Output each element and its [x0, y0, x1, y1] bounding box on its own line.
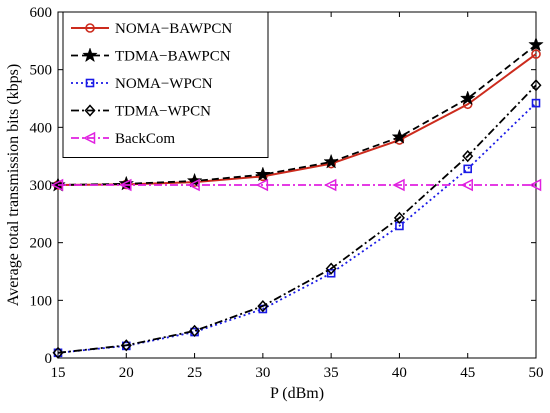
legend-entry: NOMA−BAWPCN: [71, 21, 232, 37]
legend-entry: TDMA−BAWPCN: [71, 47, 231, 65]
y-tick-label: 0: [45, 351, 53, 367]
data-point: [257, 299, 269, 313]
legend-label: BackCom: [115, 131, 175, 147]
data-point: [391, 128, 408, 144]
data-point: [119, 178, 132, 192]
data-point: [323, 178, 337, 192]
y-tick-label: 600: [30, 5, 53, 21]
x-tick-label: 20: [119, 365, 134, 381]
data-point: [186, 172, 203, 188]
series-layer: [50, 36, 544, 359]
legend-label: TDMA−BAWPCN: [115, 49, 231, 65]
data-point: [118, 175, 135, 191]
data-point: [392, 178, 405, 192]
y-tick-label: 200: [30, 236, 53, 252]
data-point: [531, 98, 541, 108]
data-point: [323, 153, 340, 169]
legend-label: TDMA−WPCN: [115, 104, 211, 120]
data-point: [462, 150, 474, 163]
y-tick-label: 400: [30, 120, 53, 136]
y-tick-label: 500: [30, 63, 53, 79]
series-line: [57, 44, 537, 186]
data-point: [460, 178, 473, 192]
x-tick-label: 15: [51, 365, 66, 381]
x-tick-label: 50: [529, 365, 544, 381]
legend-marker: [82, 47, 98, 63]
series-1: [50, 36, 544, 192]
data-point: [255, 178, 269, 192]
y-tick-label: 300: [30, 178, 53, 194]
data-point: [187, 178, 200, 192]
y-axis-label: Average total transmission bits (kbps): [5, 64, 22, 306]
legend-entry: NOMA−WPCN: [71, 76, 213, 92]
legend-marker: [85, 78, 95, 88]
legend-label: NOMA−BAWPCN: [115, 21, 232, 37]
series-line: [57, 84, 537, 354]
legend-marker: [84, 104, 96, 117]
data-point: [393, 211, 405, 224]
legend-label: NOMA−WPCN: [115, 76, 213, 92]
data-point: [326, 268, 336, 278]
x-tick-label: 30: [255, 365, 270, 381]
x-axis-label: P (dBm): [270, 385, 324, 402]
data-point: [531, 49, 541, 59]
y-tick-label: 100: [30, 293, 53, 309]
legend-box: [62, 11, 269, 158]
series-3: [52, 79, 542, 359]
data-point: [528, 36, 544, 52]
data-point: [463, 164, 473, 174]
x-tick-label: 40: [392, 365, 407, 381]
x-tick-label: 25: [187, 365, 202, 381]
data-point: [528, 178, 542, 192]
legend-marker: [82, 131, 96, 145]
data-point: [50, 178, 64, 192]
legend-entry: BackCom: [71, 131, 175, 147]
series-4: [50, 178, 542, 192]
data-point: [52, 346, 64, 359]
data-point: [530, 79, 542, 92]
x-tick-label: 35: [324, 365, 339, 381]
data-point: [254, 166, 271, 182]
legend-entry: TDMA−WPCN: [71, 104, 211, 120]
legend: NOMA−BAWPCN TDMA−BAWPCN NOMA−WPCN TDMA−WPCN…: [62, 11, 269, 158]
x-tick-label: 45: [460, 365, 475, 381]
legend-marker: [85, 23, 95, 33]
data-point: [325, 262, 337, 275]
data-point: [189, 324, 201, 338]
data-point: [120, 339, 132, 352]
data-point: [459, 90, 476, 106]
